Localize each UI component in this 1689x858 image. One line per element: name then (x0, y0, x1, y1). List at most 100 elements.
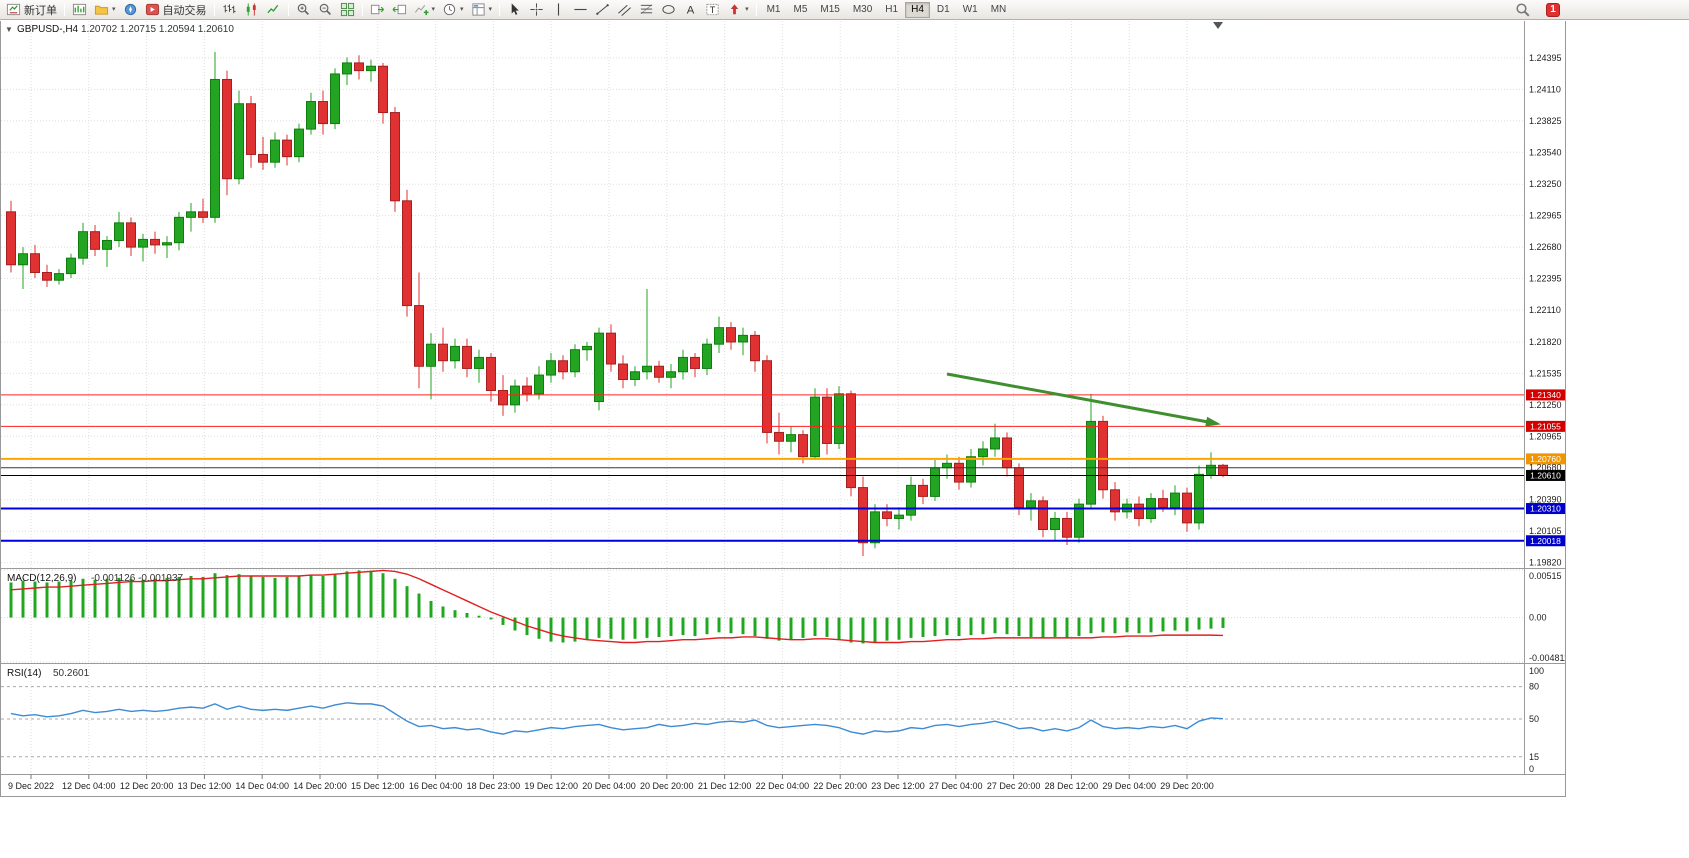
candle (1158, 498, 1168, 508)
zoom-out-button[interactable] (315, 1, 336, 19)
channel-button[interactable] (614, 1, 635, 19)
price-scale[interactable]: 1.21340 1.21055 1.20760 1.20610 1.20310 1.200… (1526, 53, 1565, 568)
search-icon (1516, 2, 1530, 17)
trendline-button[interactable] (592, 1, 613, 19)
indicators-button[interactable]: ▾ (411, 1, 439, 19)
time-axis-label: 29 Dec 20:00 (1160, 781, 1214, 791)
timeframe-h4[interactable]: H4 (905, 1, 930, 18)
candle (594, 332, 604, 403)
candle (1098, 420, 1108, 491)
chevron-down-icon: ▾ (431, 6, 436, 13)
periods-button[interactable]: ▾ (439, 1, 467, 19)
horizontal-price-lines[interactable] (1, 394, 1524, 542)
candle (942, 462, 952, 469)
svg-text:1.23825: 1.23825 (1529, 116, 1562, 126)
label-button[interactable]: T (702, 1, 723, 19)
horizontal-line-button[interactable] (570, 1, 591, 19)
vertical-line-button[interactable] (548, 1, 569, 19)
svg-text:1.20390: 1.20390 (1529, 495, 1562, 505)
cursor-button[interactable] (504, 1, 525, 19)
profiles-button[interactable]: ▾ (91, 1, 119, 19)
grid (1, 21, 1524, 773)
timeframe-m15[interactable]: M15 (814, 2, 845, 18)
zoom-in-button[interactable] (293, 1, 314, 19)
time-axis-label: 27 Dec 20:00 (987, 781, 1041, 791)
candlestick-button[interactable] (241, 1, 262, 19)
label-icon: T (706, 3, 719, 16)
candle (186, 211, 196, 218)
time-axis[interactable]: 9 Dec 2022 12 Dec 04:00 12 Dec 20:00 13 Dec… (8, 774, 1214, 792)
candle (366, 65, 376, 72)
candle (1170, 492, 1180, 508)
new-order-button[interactable]: 新订单 (3, 1, 60, 19)
candle (6, 211, 16, 266)
rsi-indicator-label: RSI(14) (7, 668, 41, 679)
candle (1038, 500, 1048, 530)
chart-shift-marker-icon[interactable] (1213, 22, 1223, 29)
templates-button[interactable]: ▾ (468, 1, 496, 19)
candle (18, 253, 28, 266)
timeframe-h1[interactable]: H1 (879, 2, 904, 18)
chart-shift-button[interactable] (389, 1, 410, 19)
candle (1062, 517, 1072, 538)
search-button[interactable] (1512, 1, 1534, 19)
macd-values-label: -0.001126 -0.001937 (91, 573, 184, 584)
timeframe-d1[interactable]: D1 (931, 2, 956, 18)
candle (114, 222, 124, 242)
new-chart-button[interactable] (69, 1, 90, 19)
navigator-button[interactable] (120, 1, 141, 19)
candle (894, 514, 904, 519)
svg-text:1.22680: 1.22680 (1529, 242, 1562, 252)
trend-arrow[interactable] (946, 22, 1223, 427)
candle (1014, 467, 1024, 508)
timeframe-m1[interactable]: M1 (761, 2, 787, 18)
toolbar-separator (361, 3, 363, 16)
candle (294, 128, 304, 158)
time-axis-label: 22 Dec 20:00 (813, 781, 867, 791)
toolbar-separator (287, 3, 289, 16)
candle (750, 334, 760, 362)
candle (726, 327, 736, 343)
notification-badge[interactable]: 1 (1546, 2, 1560, 17)
candle (162, 242, 172, 246)
svg-text:1.21055: 1.21055 (1530, 422, 1561, 432)
candle (966, 456, 976, 483)
timeframe-mn[interactable]: MN (985, 2, 1013, 18)
candle (618, 363, 628, 380)
candle (306, 101, 316, 130)
line-chart-button[interactable] (263, 1, 284, 19)
tile-windows-button[interactable] (337, 1, 358, 19)
svg-text:1.22395: 1.22395 (1529, 274, 1562, 284)
chevron-down-icon: ▾ (488, 6, 493, 13)
candle (1206, 464, 1216, 475)
cycle-lines-icon (662, 5, 675, 14)
pane-dividers[interactable] (1, 21, 1565, 775)
arrows-button[interactable]: ▾ (724, 1, 752, 19)
svg-text:1.21535: 1.21535 (1529, 368, 1562, 378)
timeframe-m5[interactable]: M5 (787, 2, 813, 18)
candle (954, 462, 964, 483)
text-button[interactable]: A (680, 1, 701, 19)
timeframe-w1[interactable]: W1 (957, 2, 984, 18)
crosshair-button[interactable] (526, 1, 547, 19)
cycle-lines-button[interactable] (658, 1, 679, 19)
bar-chart-button[interactable] (219, 1, 240, 19)
auto-trading-button[interactable]: 自动交易 (142, 1, 210, 19)
time-axis-label: 20 Dec 20:00 (640, 781, 694, 791)
chevron-down-icon: ▾ (460, 6, 464, 13)
fibonacci-button[interactable] (636, 1, 657, 19)
auto-scroll-button[interactable] (367, 1, 388, 19)
candle (102, 240, 112, 250)
candle (606, 332, 616, 365)
channel-icon (618, 4, 631, 16)
candle (438, 343, 448, 362)
candle (846, 393, 856, 489)
one-click-collapse-icon[interactable]: ▼ (5, 25, 13, 34)
candle (390, 112, 400, 202)
candle (498, 390, 508, 406)
candle (318, 101, 328, 125)
timeframe-m30[interactable]: M30 (847, 2, 878, 18)
text-icon: A (687, 4, 695, 16)
rsi-line (10, 702, 1224, 735)
